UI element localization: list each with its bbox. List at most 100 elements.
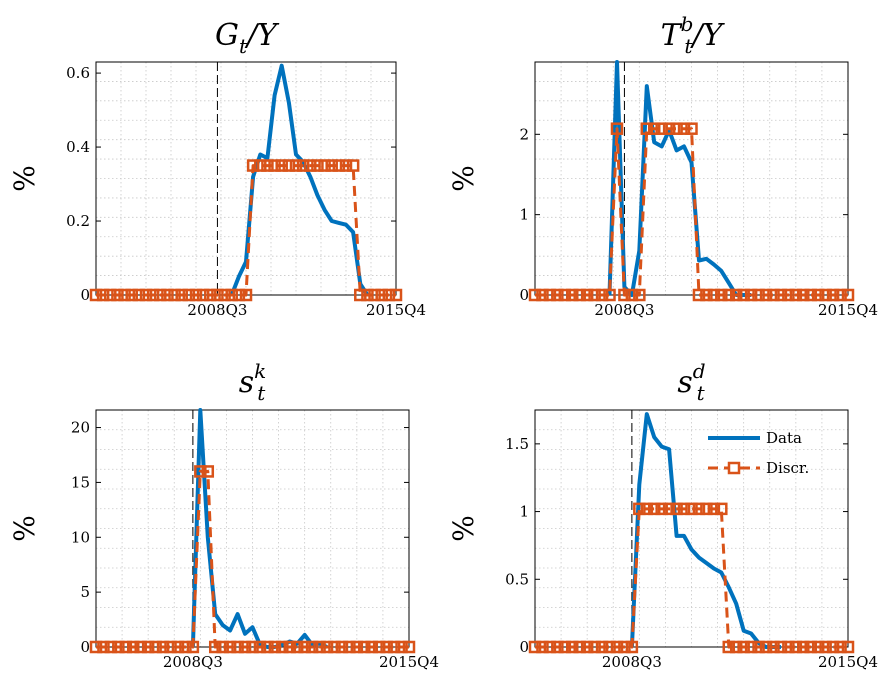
discr-point	[149, 640, 162, 654]
discr-point	[670, 502, 683, 516]
discr-point	[536, 288, 549, 302]
discr-point	[141, 640, 155, 654]
discr-point	[640, 122, 654, 135]
discr-point	[320, 640, 334, 654]
discr-point	[528, 640, 542, 654]
discr-point	[670, 122, 683, 135]
discr-point	[774, 640, 788, 654]
y-tick-label: 0	[519, 286, 529, 304]
legend-label: Discr.	[766, 459, 809, 477]
discr-point	[566, 288, 579, 302]
discr-point	[89, 288, 103, 302]
discr-point	[700, 288, 713, 302]
discr-point	[662, 502, 676, 516]
y-tick-label: 20	[71, 419, 90, 437]
y-tick-label: 2	[519, 125, 529, 143]
discr-point	[89, 640, 103, 654]
discr-point	[375, 288, 388, 302]
y-tick-label: 0	[80, 286, 90, 304]
discr-point	[104, 288, 117, 302]
discr-point	[382, 288, 396, 302]
discr-point	[789, 288, 803, 302]
discr-point	[618, 640, 631, 654]
discr-point	[610, 122, 624, 135]
discr-point	[700, 502, 713, 516]
discr-point	[841, 288, 855, 302]
discr-point	[737, 288, 750, 302]
discr-point	[811, 640, 825, 654]
discr-point	[595, 640, 609, 654]
legend: Data Discr.	[708, 429, 809, 477]
discr-point	[196, 288, 210, 302]
discr-point	[112, 640, 125, 654]
discr-point	[335, 640, 349, 654]
discr-point	[655, 502, 668, 516]
discr-point	[132, 288, 146, 302]
discr-point	[692, 502, 706, 516]
discr-point	[282, 159, 296, 172]
discr-point	[283, 640, 297, 654]
discr-point	[767, 640, 780, 654]
discr-point	[588, 288, 601, 302]
discr-point	[647, 122, 661, 135]
y-axis-label: %	[8, 515, 41, 542]
discr-point	[231, 640, 244, 654]
x-tick-label: 2008Q3	[187, 301, 247, 319]
discr-point	[558, 640, 572, 654]
y-axis-label: %	[8, 165, 41, 192]
discr-point	[201, 465, 215, 478]
discr-point	[179, 640, 192, 654]
discr-point	[707, 502, 721, 516]
discr-point	[246, 640, 259, 654]
discr-point	[186, 640, 200, 654]
discr-point	[216, 640, 229, 654]
discr-point	[276, 640, 289, 654]
discr-point	[722, 288, 736, 302]
discr-point	[154, 288, 167, 302]
y-tick-label: 0.6	[66, 64, 90, 82]
y-tick-label: 1	[519, 503, 529, 521]
axes-box	[95, 409, 410, 648]
subplot-1: 0 0.2 0.4 0.6 2008Q3 2015Q4% Gt/Y	[8, 18, 426, 319]
discr-point	[834, 640, 847, 654]
discr-point	[268, 640, 282, 654]
discr-point	[389, 288, 403, 302]
discr-point	[275, 159, 288, 172]
discr-point	[543, 640, 557, 654]
discr-point	[655, 122, 668, 135]
discr-point	[127, 640, 140, 654]
discr-point	[797, 640, 810, 654]
discr-point	[633, 288, 646, 302]
title-sub: t	[239, 34, 248, 58]
discr-point	[296, 159, 310, 172]
x-tick-label: 2015Q4	[818, 301, 878, 319]
discr-point	[804, 288, 817, 302]
discr-point	[318, 159, 331, 172]
x-tick-label: 2015Q4	[366, 301, 426, 319]
title-base: T	[661, 18, 683, 53]
discr-point	[118, 288, 131, 302]
discr-point	[677, 502, 691, 516]
discr-point	[358, 640, 371, 654]
discr-point	[402, 640, 416, 654]
grid	[535, 410, 848, 647]
discr-point	[759, 640, 773, 654]
title-base: G	[215, 18, 239, 53]
title-base: s	[677, 365, 692, 400]
discr-point	[752, 640, 765, 654]
discr-point	[346, 159, 360, 172]
discr-point	[304, 159, 317, 172]
y-tick-label: 0	[519, 638, 529, 656]
discr-point	[580, 640, 594, 654]
legend-label: Data	[766, 429, 802, 447]
title-base: s	[239, 365, 254, 400]
title-rest: /Y	[244, 18, 280, 53]
discr-point	[168, 288, 181, 302]
discr-point	[387, 640, 401, 654]
y-tick-label: 10	[71, 528, 90, 546]
discr-point	[290, 640, 304, 654]
discr-point	[797, 288, 810, 302]
discr-point	[685, 502, 698, 516]
discr-point	[139, 288, 153, 302]
discr-point	[536, 640, 549, 654]
